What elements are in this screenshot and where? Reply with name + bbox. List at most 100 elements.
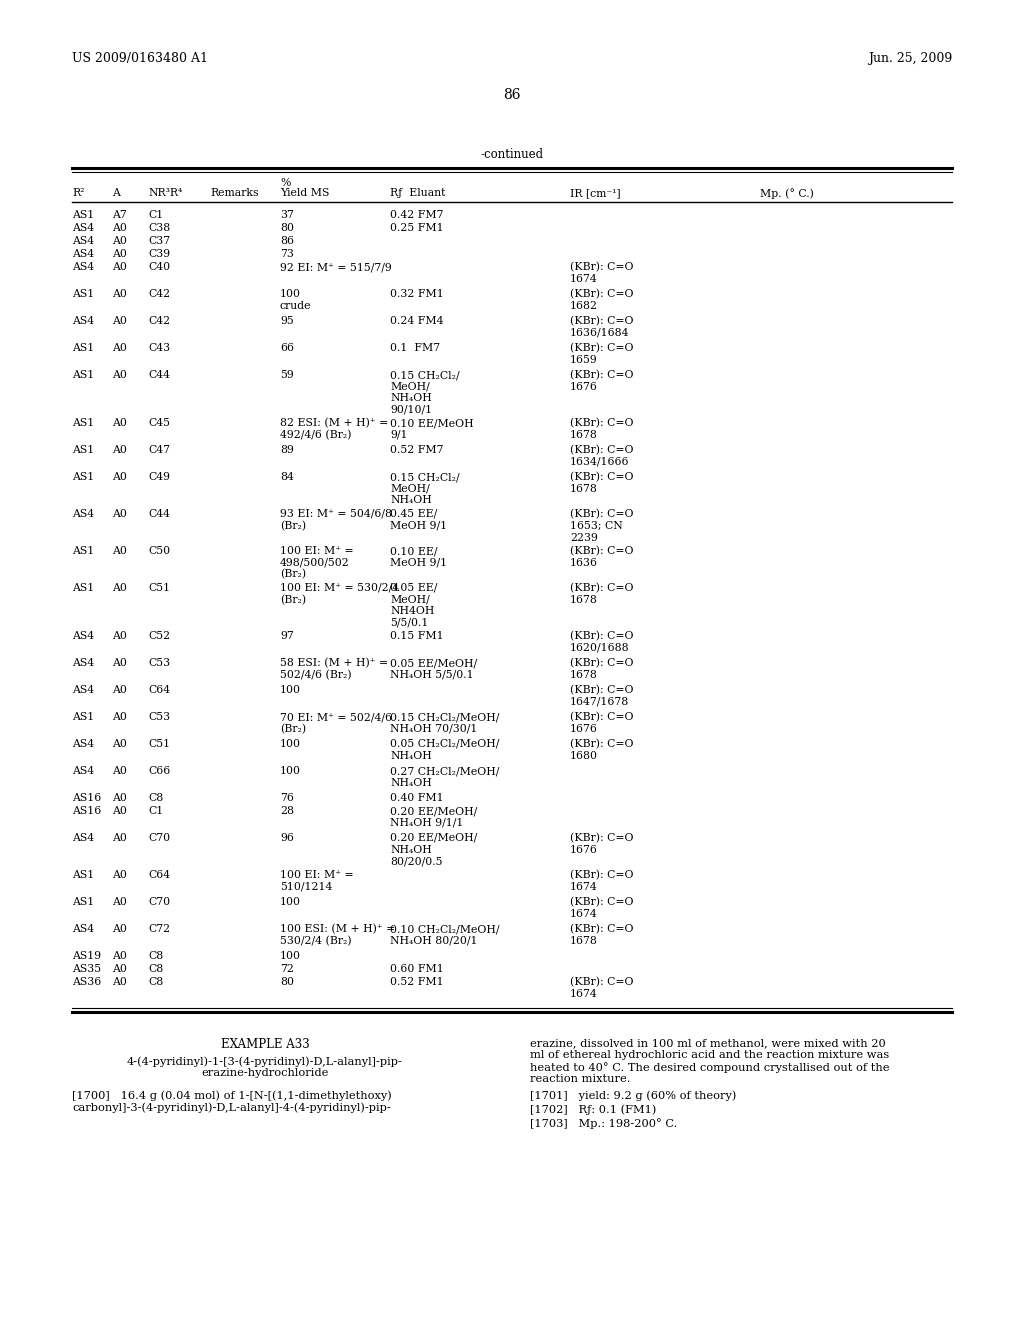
Text: AS4: AS4: [72, 924, 94, 935]
Text: (KBr): C=O
1634/1666: (KBr): C=O 1634/1666: [570, 445, 634, 467]
Text: (KBr): C=O
1678: (KBr): C=O 1678: [570, 924, 634, 946]
Text: AS1: AS1: [72, 343, 94, 352]
Text: 97: 97: [280, 631, 294, 642]
Text: 0.52 FM7: 0.52 FM7: [390, 445, 443, 455]
Text: C42: C42: [148, 315, 170, 326]
Text: 0.1  FM7: 0.1 FM7: [390, 343, 440, 352]
Text: C64: C64: [148, 685, 170, 696]
Text: AS4: AS4: [72, 315, 94, 326]
Text: A0: A0: [112, 261, 127, 272]
Text: 100: 100: [280, 685, 301, 696]
Text: (KBr): C=O
1676: (KBr): C=O 1676: [570, 370, 634, 392]
Text: (KBr): C=O
1620/1688: (KBr): C=O 1620/1688: [570, 631, 634, 653]
Text: AS4: AS4: [72, 766, 94, 776]
Text: 100 ESI: (M + H)⁺ =
530/2/4 (Br₂): 100 ESI: (M + H)⁺ = 530/2/4 (Br₂): [280, 924, 395, 946]
Text: 28: 28: [280, 807, 294, 816]
Text: A0: A0: [112, 870, 127, 880]
Text: -continued: -continued: [480, 148, 544, 161]
Text: AS1: AS1: [72, 289, 94, 300]
Text: AS4: AS4: [72, 223, 94, 234]
Text: R²: R²: [72, 187, 85, 198]
Text: C8: C8: [148, 950, 163, 961]
Text: 0.15 CH₂Cl₂/
MeOH/
NH₄OH
90/10/1: 0.15 CH₂Cl₂/ MeOH/ NH₄OH 90/10/1: [390, 370, 460, 414]
Text: A0: A0: [112, 418, 127, 428]
Text: 72: 72: [280, 964, 294, 974]
Text: C39: C39: [148, 249, 170, 259]
Text: A0: A0: [112, 315, 127, 326]
Text: C8: C8: [148, 977, 163, 987]
Text: (KBr): C=O
1659: (KBr): C=O 1659: [570, 343, 634, 364]
Text: C66: C66: [148, 766, 170, 776]
Text: A0: A0: [112, 510, 127, 519]
Text: C70: C70: [148, 833, 170, 843]
Text: reaction mixture.: reaction mixture.: [530, 1074, 631, 1084]
Text: C51: C51: [148, 583, 170, 593]
Text: 4-(4-pyridinyl)-1-[3-(4-pyridinyl)-D,L-alanyl]-pip-: 4-(4-pyridinyl)-1-[3-(4-pyridinyl)-D,L-a…: [127, 1056, 402, 1067]
Text: Yield MS: Yield MS: [280, 187, 330, 198]
Text: 0.10 EE/MeOH
9/1: 0.10 EE/MeOH 9/1: [390, 418, 474, 440]
Text: A0: A0: [112, 924, 127, 935]
Text: (KBr): C=O
1674: (KBr): C=O 1674: [570, 898, 634, 919]
Text: 84: 84: [280, 473, 294, 482]
Text: 0.60 FM1: 0.60 FM1: [390, 964, 443, 974]
Text: 100 EI: M⁺ =
498/500/502
(Br₂): 100 EI: M⁺ = 498/500/502 (Br₂): [280, 546, 353, 579]
Text: 0.45 EE/
MeOH 9/1: 0.45 EE/ MeOH 9/1: [390, 510, 447, 531]
Text: Remarks: Remarks: [210, 187, 258, 198]
Text: A0: A0: [112, 977, 127, 987]
Text: A0: A0: [112, 950, 127, 961]
Text: 100: 100: [280, 898, 301, 907]
Text: NR³R⁴: NR³R⁴: [148, 187, 182, 198]
Text: AS1: AS1: [72, 210, 94, 220]
Text: AS36: AS36: [72, 977, 101, 987]
Text: C49: C49: [148, 473, 170, 482]
Text: A0: A0: [112, 583, 127, 593]
Text: erazine-hydrochloride: erazine-hydrochloride: [202, 1068, 329, 1078]
Text: 73: 73: [280, 249, 294, 259]
Text: C72: C72: [148, 924, 170, 935]
Text: A0: A0: [112, 711, 127, 722]
Text: A0: A0: [112, 685, 127, 696]
Text: 0.10 CH₂Cl₂/MeOH/
NH₄OH 80/20/1: 0.10 CH₂Cl₂/MeOH/ NH₄OH 80/20/1: [390, 924, 500, 945]
Text: [1700]   16.4 g (0.04 mol) of 1-[N-[(1,1-dimethylethoxy): [1700] 16.4 g (0.04 mol) of 1-[N-[(1,1-d…: [72, 1090, 392, 1101]
Text: (KBr): C=O
1674: (KBr): C=O 1674: [570, 261, 634, 284]
Text: 100 EI: M⁺ =
510/1214: 100 EI: M⁺ = 510/1214: [280, 870, 353, 891]
Text: AS19: AS19: [72, 950, 101, 961]
Text: IR [cm⁻¹]: IR [cm⁻¹]: [570, 187, 621, 198]
Text: Jun. 25, 2009: Jun. 25, 2009: [867, 51, 952, 65]
Text: 80: 80: [280, 977, 294, 987]
Text: A0: A0: [112, 793, 127, 803]
Text: C64: C64: [148, 870, 170, 880]
Text: AS16: AS16: [72, 793, 101, 803]
Text: [1703]   Mp.: 198-200° C.: [1703] Mp.: 198-200° C.: [530, 1118, 677, 1129]
Text: Mp. (° C.): Mp. (° C.): [760, 187, 814, 199]
Text: C70: C70: [148, 898, 170, 907]
Text: AS4: AS4: [72, 657, 94, 668]
Text: C1: C1: [148, 210, 163, 220]
Text: 37: 37: [280, 210, 294, 220]
Text: (KBr): C=O
1674: (KBr): C=O 1674: [570, 977, 634, 999]
Text: C38: C38: [148, 223, 170, 234]
Text: C47: C47: [148, 445, 170, 455]
Text: (KBr): C=O
1682: (KBr): C=O 1682: [570, 289, 634, 312]
Text: AS1: AS1: [72, 870, 94, 880]
Text: 89: 89: [280, 445, 294, 455]
Text: (KBr): C=O
1676: (KBr): C=O 1676: [570, 711, 634, 734]
Text: C1: C1: [148, 807, 163, 816]
Text: AS1: AS1: [72, 583, 94, 593]
Text: A0: A0: [112, 898, 127, 907]
Text: AS4: AS4: [72, 236, 94, 246]
Text: A0: A0: [112, 223, 127, 234]
Text: %: %: [280, 178, 291, 187]
Text: A0: A0: [112, 766, 127, 776]
Text: 0.10 EE/
MeOH 9/1: 0.10 EE/ MeOH 9/1: [390, 546, 447, 568]
Text: (KBr): C=O
1636: (KBr): C=O 1636: [570, 546, 634, 568]
Text: AS4: AS4: [72, 631, 94, 642]
Text: A0: A0: [112, 473, 127, 482]
Text: C53: C53: [148, 657, 170, 668]
Text: A0: A0: [112, 807, 127, 816]
Text: 93 EI: M⁺ = 504/6/8
(Br₂): 93 EI: M⁺ = 504/6/8 (Br₂): [280, 510, 392, 531]
Text: C8: C8: [148, 793, 163, 803]
Text: AS1: AS1: [72, 445, 94, 455]
Text: C40: C40: [148, 261, 170, 272]
Text: ml of ethereal hydrochloric acid and the reaction mixture was: ml of ethereal hydrochloric acid and the…: [530, 1049, 889, 1060]
